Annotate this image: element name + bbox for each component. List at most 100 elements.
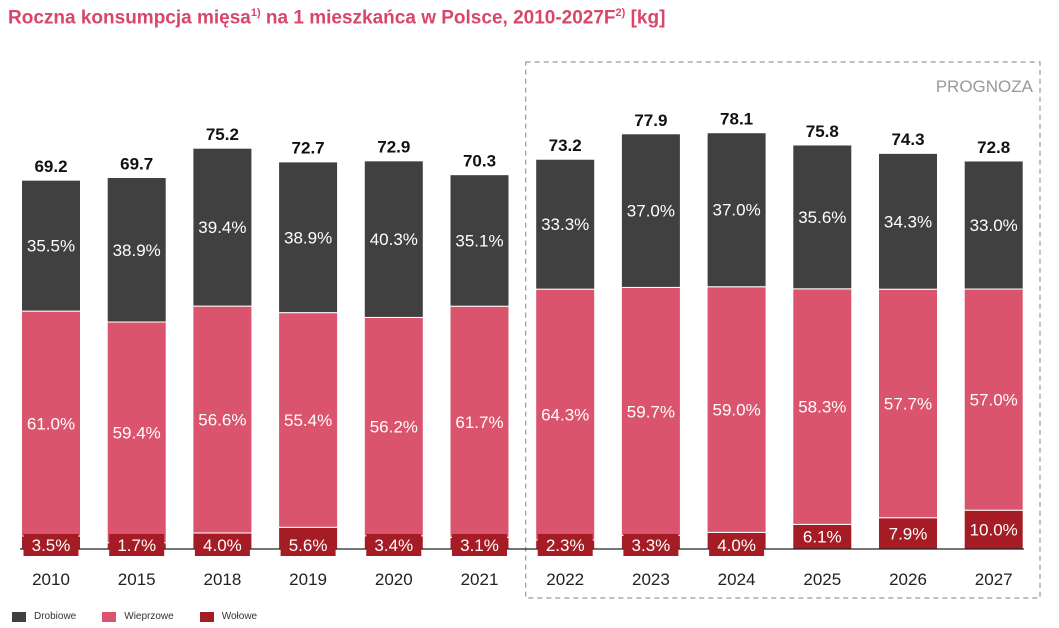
segment-label: 59.4% — [113, 423, 161, 442]
segment-label-box — [194, 534, 250, 556]
total-label: 78.1 — [720, 110, 753, 129]
bar-segment-drobiowe — [192, 147, 253, 307]
segment-label: 59.0% — [712, 401, 760, 420]
bar-segment-wieprzowe — [192, 305, 253, 534]
segment-label: 35.5% — [27, 237, 75, 256]
segment-label: 3.4% — [374, 536, 413, 555]
bar-segment-drobiowe — [706, 132, 767, 288]
chart-title: Roczna konsumpcja mięsa1) na 1 mieszkańc… — [8, 7, 666, 29]
segment-label-box — [109, 534, 165, 556]
bar-segment-drobiowe — [363, 160, 424, 318]
segment-label: 3.5% — [32, 536, 71, 555]
bar-segment-wieprzowe — [878, 288, 938, 519]
total-label: 72.7 — [292, 139, 325, 158]
segment-label: 55.4% — [284, 411, 332, 430]
segment-label: 2.3% — [546, 536, 585, 555]
bar-segment-drobiowe — [963, 160, 1024, 290]
segment-label-box — [366, 534, 422, 556]
total-label: 73.2 — [549, 136, 582, 155]
legend-item-wolowe: Wołowe — [199, 611, 258, 622]
segment-label: 4.0% — [203, 536, 242, 555]
total-label: 69.2 — [34, 157, 67, 176]
segment-label: 58.3% — [798, 398, 846, 417]
legend: Drobiowe Wieprzowe Wołowe — [12, 611, 257, 622]
bar-segment-wieprzowe — [706, 286, 767, 533]
segment-label: 5.6% — [289, 536, 328, 555]
forecast-box — [525, 61, 1041, 599]
segment-label: 6.1% — [803, 528, 842, 547]
bar-segment-drobiowe — [449, 174, 510, 307]
total-label: 72.9 — [377, 137, 410, 156]
bar-segment-wieprzowe — [363, 316, 424, 537]
bar-segment-wieprzowe — [620, 286, 681, 536]
legend-swatch — [12, 611, 26, 622]
bar-segment-wieprzowe — [278, 312, 339, 528]
segment-label-box — [623, 534, 679, 556]
forecast-label: PROGNOZA — [936, 77, 1034, 96]
segment-label: 33.3% — [541, 215, 589, 234]
x-tick-label: 2026 — [889, 570, 927, 589]
bar-segment-drobiowe — [278, 161, 339, 314]
legend-swatch — [102, 611, 117, 622]
bar-segment-drobiowe — [21, 179, 81, 312]
segment-label-box — [23, 534, 79, 556]
legend-label: Wołowe — [221, 611, 258, 622]
segment-label: 38.9% — [113, 241, 161, 260]
legend-item-wieprzowe: Wieprzowe — [102, 611, 174, 622]
x-tick-label: 2019 — [289, 570, 327, 589]
legend-label: Drobiowe — [34, 611, 77, 622]
segment-label-box — [537, 534, 593, 556]
x-tick-label: 2015 — [118, 570, 156, 589]
total-label: 75.2 — [206, 125, 239, 144]
total-label: 74.3 — [891, 130, 924, 149]
total-label: 77.9 — [634, 111, 667, 130]
segment-label: 64.3% — [541, 406, 589, 425]
x-tick-label: 2021 — [461, 570, 499, 589]
bar-segment-wołowe — [963, 509, 1024, 550]
segment-label: 4.0% — [717, 536, 756, 555]
legend-swatch — [199, 611, 214, 622]
segment-label: 33.0% — [970, 216, 1018, 235]
x-tick-label: 2023 — [632, 570, 670, 589]
segment-label: 56.2% — [370, 418, 418, 437]
x-tick-label: 2020 — [375, 570, 413, 589]
x-tick-label: 2010 — [32, 570, 70, 589]
segment-label: 37.0% — [627, 202, 675, 221]
segment-label: 39.4% — [198, 218, 246, 237]
bar-segment-wieprzowe — [792, 288, 853, 525]
bar-segment-drobiowe — [792, 144, 853, 290]
bar-segment-wieprzowe — [535, 288, 596, 541]
segment-label: 56.6% — [198, 411, 246, 430]
segment-label: 7.9% — [889, 524, 928, 543]
segment-label: 61.7% — [455, 413, 503, 432]
segment-label-box — [452, 534, 507, 556]
segment-label: 57.0% — [970, 391, 1018, 410]
x-tick-label: 2018 — [203, 570, 241, 589]
segment-label: 34.3% — [884, 212, 932, 231]
segment-label-box — [280, 534, 336, 556]
bar-segment-drobiowe — [878, 152, 938, 290]
segment-label: 59.7% — [627, 402, 675, 421]
x-tick-label: 2022 — [546, 570, 584, 589]
legend-label: Wieprzowe — [124, 611, 174, 622]
x-tick-label: 2027 — [975, 570, 1013, 589]
total-label: 75.8 — [806, 122, 839, 141]
segment-label: 35.6% — [798, 208, 846, 227]
segment-label: 61.0% — [27, 415, 75, 434]
segment-label: 3.3% — [632, 536, 671, 555]
x-tick-label: 2024 — [718, 570, 756, 589]
segment-label: 38.9% — [284, 228, 332, 247]
segment-label: 10.0% — [970, 521, 1018, 540]
bar-segment-drobiowe — [535, 158, 596, 290]
segment-label: 3.1% — [460, 536, 499, 555]
segment-label: 1.7% — [117, 536, 156, 555]
total-label: 72.8 — [977, 138, 1010, 157]
total-label: 70.3 — [463, 151, 496, 170]
segment-label: 40.3% — [370, 230, 418, 249]
segment-label: 35.1% — [455, 231, 503, 250]
x-tick-label: 2025 — [803, 570, 841, 589]
segment-label: 37.0% — [712, 201, 760, 220]
total-label: 69.7 — [120, 154, 153, 173]
legend-item-drobiowe: Drobiowe — [12, 611, 76, 622]
